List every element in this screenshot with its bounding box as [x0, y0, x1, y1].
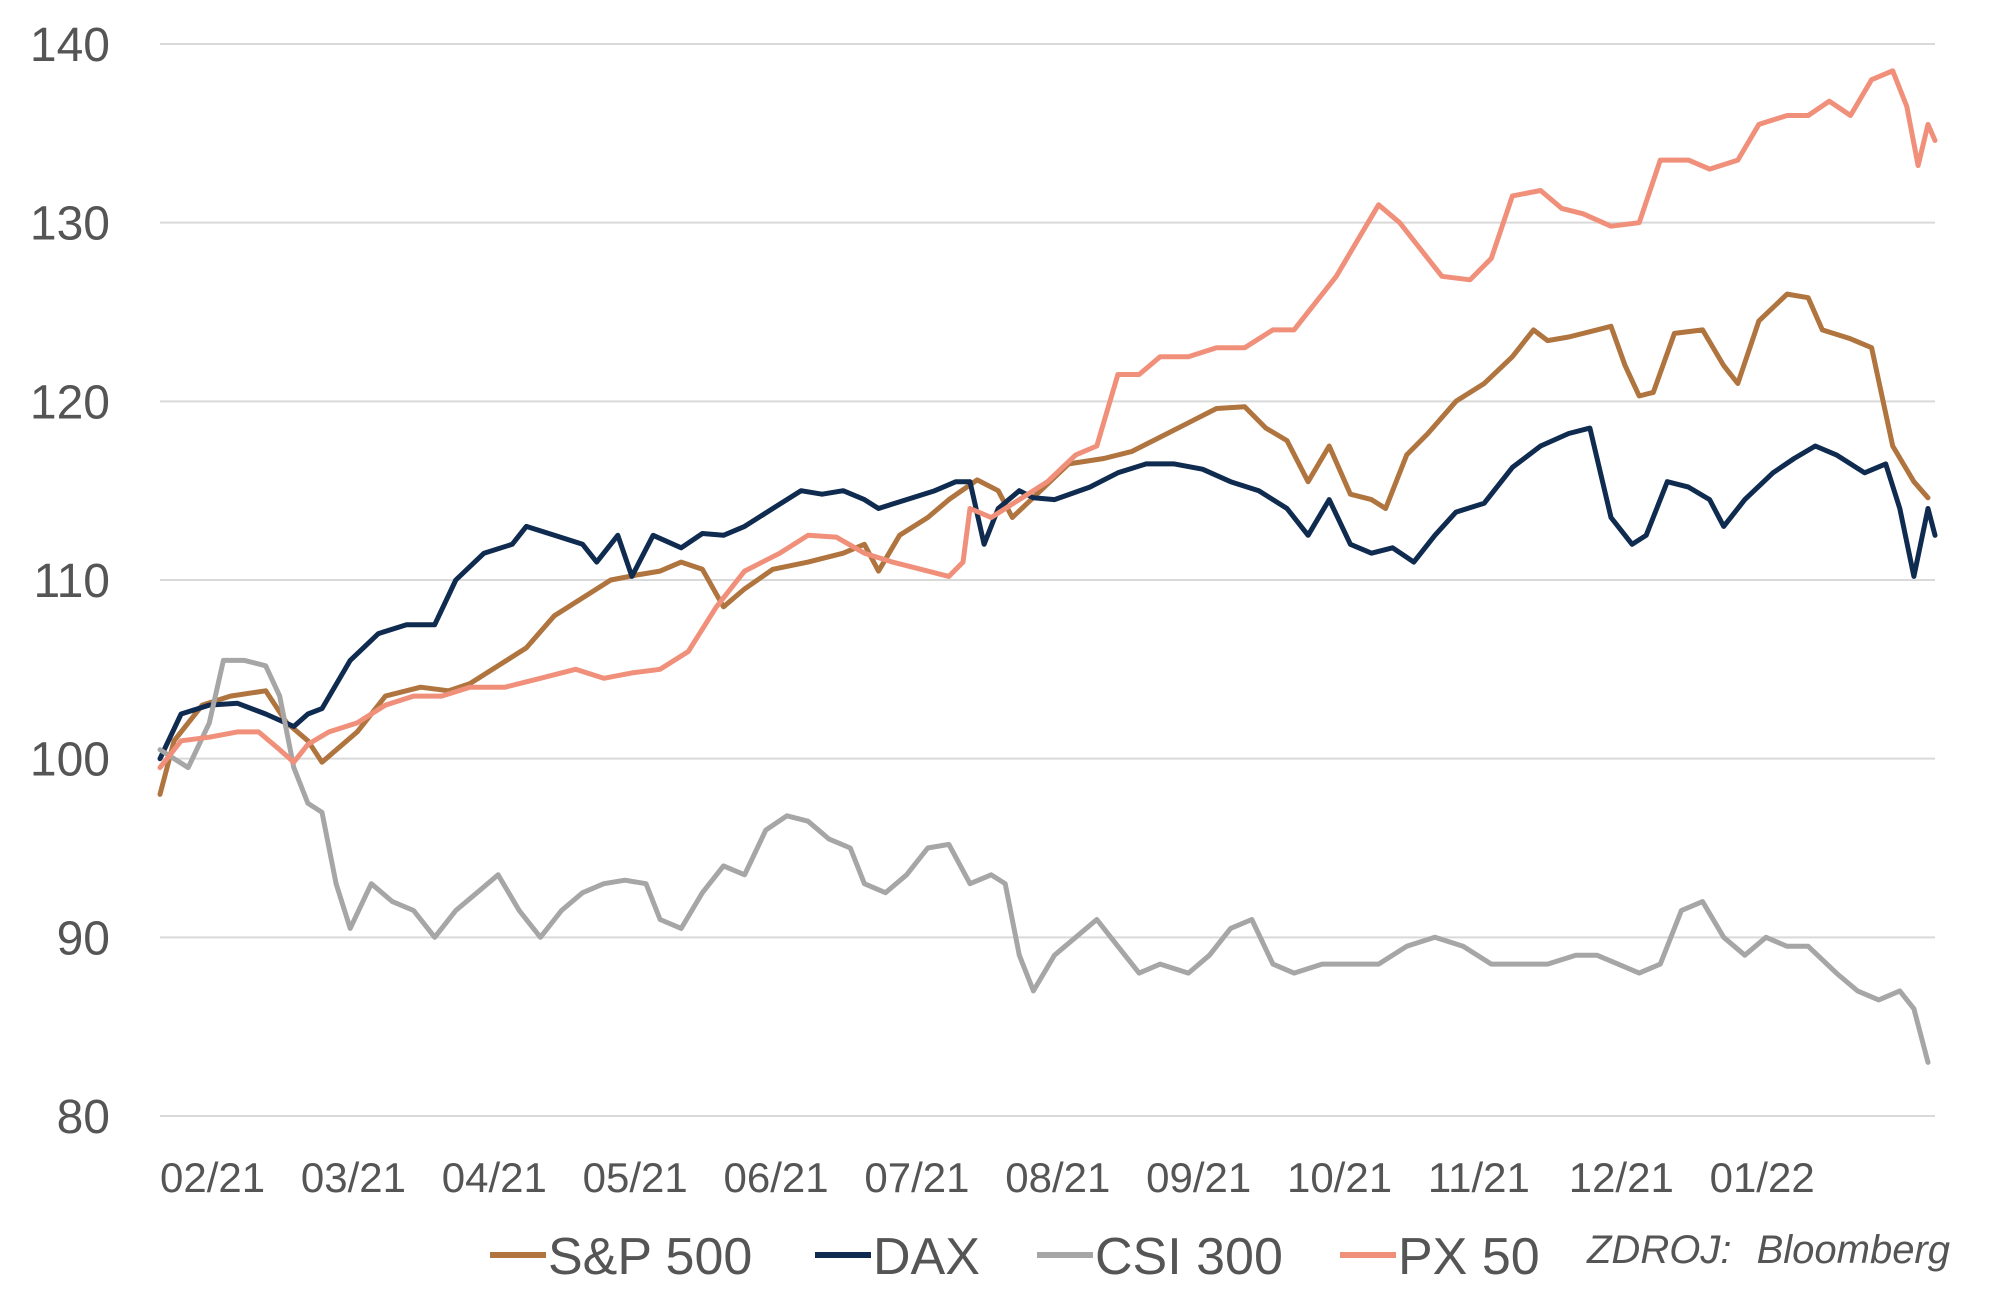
series-line-px-50	[157, 68, 1938, 771]
source-prefix: ZDROJ:	[1586, 1228, 1731, 1272]
legend: S&P 500 DAX CSI 300 PX 50	[490, 1228, 1540, 1286]
x-tick-label: 12/21	[1569, 1154, 1674, 1201]
series-line-csi-300	[157, 657, 1931, 1065]
x-tick-label: 01/22	[1710, 1154, 1815, 1201]
y-tick-label: 100	[30, 734, 110, 787]
series-line-s-p-500	[157, 291, 1931, 797]
gridlines	[160, 43, 1935, 1117]
x-tick-label: 09/21	[1146, 1154, 1251, 1201]
legend-label: PX 50	[1398, 1228, 1540, 1286]
y-tick-label: 90	[57, 912, 110, 965]
x-tick-label: 03/21	[301, 1154, 406, 1201]
x-tick-label: 07/21	[864, 1154, 969, 1201]
legend-label: CSI 300	[1095, 1228, 1283, 1286]
y-axis-ticks: 80 90 100 110 120 130 140	[30, 19, 110, 1144]
legend-label: S&P 500	[548, 1228, 752, 1286]
source-note: ZDROJ: Bloomberg	[1586, 1228, 1950, 1272]
y-tick-label: 120	[30, 376, 110, 429]
x-tick-label: 08/21	[1005, 1154, 1110, 1201]
x-axis-ticks: 02/21 03/21 04/21 05/21 06/21 07/21 08/21 09/21…	[160, 1154, 1815, 1201]
x-tick-label: 10/21	[1287, 1154, 1392, 1201]
x-tick-label: 02/21	[160, 1154, 265, 1201]
source-name: Bloomberg	[1757, 1228, 1950, 1272]
y-tick-label: 110	[33, 555, 110, 608]
legend-label: DAX	[873, 1228, 980, 1286]
y-tick-label: 140	[30, 19, 110, 72]
series-lines	[157, 68, 1938, 1065]
y-tick-label: 130	[30, 198, 110, 251]
series-line-dax	[157, 425, 1938, 762]
x-tick-label: 04/21	[442, 1154, 547, 1201]
x-tick-label: 11/21	[1428, 1154, 1530, 1201]
x-tick-label: 06/21	[723, 1154, 828, 1201]
x-tick-label: 05/21	[583, 1154, 688, 1201]
y-tick-label: 80	[57, 1091, 110, 1144]
